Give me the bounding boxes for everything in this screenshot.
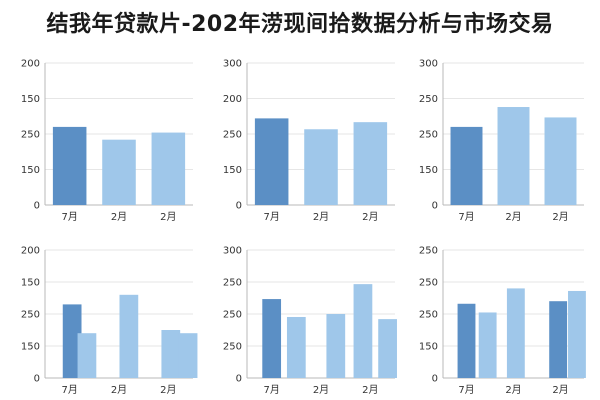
bar <box>77 333 97 378</box>
y-tick-label: 300 <box>223 59 242 70</box>
y-tick-label: 0 <box>236 201 242 212</box>
y-tick-label: 150 <box>21 94 40 105</box>
bar <box>544 117 577 205</box>
x-tick-label: 2月 <box>362 211 378 223</box>
x-tick-label: 2月 <box>505 384 521 396</box>
y-tick-label: 250 <box>21 310 40 321</box>
bar <box>62 304 82 378</box>
y-tick-label: 250 <box>419 278 438 289</box>
y-tick-label: 250 <box>223 310 242 321</box>
y-tick-label: 250 <box>223 130 242 141</box>
y-tick-label: 250 <box>223 342 242 353</box>
y-tick-label: 150 <box>21 165 40 176</box>
x-tick-label: 7月 <box>263 384 279 396</box>
y-tick-label: 150 <box>419 342 438 353</box>
bar <box>119 294 139 378</box>
y-tick-label: 300 <box>223 246 242 257</box>
bar <box>378 319 397 378</box>
bar <box>549 301 568 378</box>
x-tick-label: 2月 <box>313 211 329 223</box>
x-tick-label: 7月 <box>61 384 77 396</box>
x-tick-label: 2月 <box>160 384 176 396</box>
bar <box>286 316 306 378</box>
bar <box>478 312 497 378</box>
y-tick-label: 150 <box>419 165 438 176</box>
x-tick-label: 2月 <box>313 384 329 396</box>
x-tick-label: 7月 <box>458 384 474 396</box>
y-tick-label: 250 <box>419 246 438 257</box>
y-tick-label: 250 <box>223 278 242 289</box>
y-tick-label: 250 <box>419 130 438 141</box>
bar <box>450 126 483 205</box>
x-tick-label: 2月 <box>111 384 127 396</box>
x-tick-label: 2月 <box>552 384 568 396</box>
bar <box>506 288 525 378</box>
bar <box>102 139 136 205</box>
y-tick-label: 250 <box>419 94 438 105</box>
y-tick-label: 0 <box>236 374 242 385</box>
y-tick-label: 250 <box>419 310 438 321</box>
bar <box>254 118 289 205</box>
bar <box>52 126 87 205</box>
bar <box>151 132 186 205</box>
bar <box>457 303 476 378</box>
x-tick-label: 2月 <box>160 211 176 223</box>
x-tick-label: 7月 <box>263 211 279 223</box>
bar <box>304 129 338 205</box>
x-tick-label: 2月 <box>111 211 127 223</box>
y-tick-label: 0 <box>34 201 40 212</box>
bar <box>178 333 198 378</box>
y-tick-label: 0 <box>432 374 438 385</box>
x-tick-label: 2月 <box>362 384 378 396</box>
x-tick-label: 7月 <box>61 211 77 223</box>
bar <box>497 107 530 205</box>
page-title: 结我年贷款片-202年涝现间拾数据分析与市场交易 <box>46 12 554 37</box>
x-tick-label: 7月 <box>458 211 474 223</box>
y-tick-label: 150 <box>21 342 40 353</box>
y-tick-label: 150 <box>21 278 40 289</box>
bar <box>161 330 181 378</box>
y-tick-label: 250 <box>21 130 40 141</box>
y-tick-label: 200 <box>21 59 40 70</box>
bar <box>262 299 282 378</box>
y-tick-label: 200 <box>223 94 242 105</box>
y-tick-label: 150 <box>223 165 242 176</box>
x-tick-label: 2月 <box>505 211 521 223</box>
y-tick-label: 300 <box>419 59 438 70</box>
bar <box>568 290 586 378</box>
bar <box>326 314 346 378</box>
y-tick-label: 0 <box>34 374 40 385</box>
bar <box>353 284 373 378</box>
bar <box>353 122 388 205</box>
y-tick-label: 200 <box>21 246 40 257</box>
y-tick-label: 0 <box>432 201 438 212</box>
x-tick-label: 2月 <box>552 211 568 223</box>
